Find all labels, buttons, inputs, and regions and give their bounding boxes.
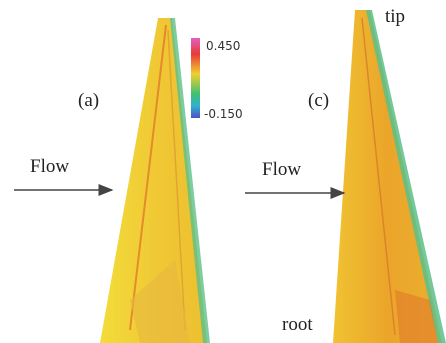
flow-label: Flow (30, 156, 69, 177)
colorbar (191, 38, 200, 118)
colorbar-max: 0.450 (206, 39, 240, 53)
panel-label: (a) (78, 90, 99, 111)
wing-c (333, 10, 446, 343)
colorbar-min: -0.150 (204, 107, 243, 121)
figure: 0.450 -0.150 (a) (c) Flow Flow tip root (0, 0, 446, 343)
root-label: root (282, 314, 313, 335)
panel-label: (c) (308, 90, 329, 111)
tip-label: tip (385, 6, 405, 27)
flow-label: Flow (262, 159, 301, 180)
